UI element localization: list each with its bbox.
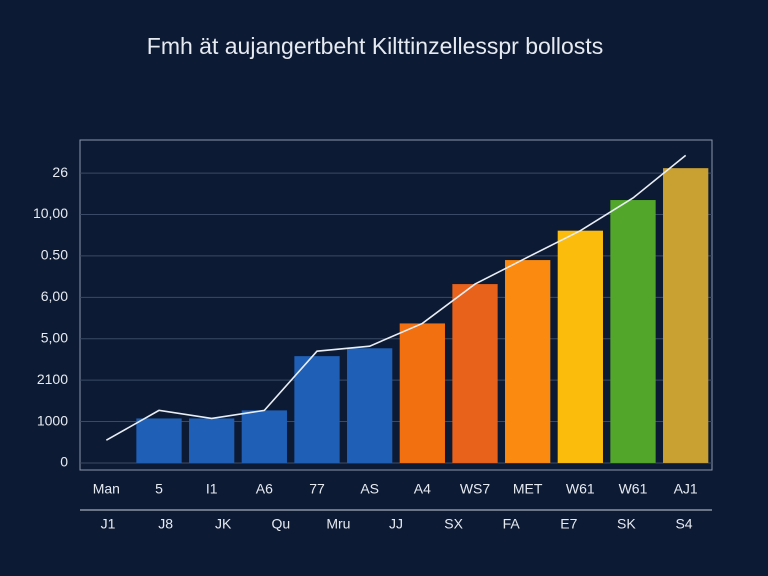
bar (189, 418, 235, 463)
y-tick-label: 6,00 (41, 288, 68, 304)
x-tick-label: WS7 (460, 481, 491, 497)
y-tick-label: 1000 (37, 412, 68, 428)
y-tick-label: 10,00 (33, 205, 68, 221)
x-secondary-label: J1 (101, 516, 116, 532)
x-tick-label: 77 (309, 481, 325, 497)
x-tick-label: W61 (566, 481, 595, 497)
bar (557, 230, 603, 463)
x-secondary-label: Mru (326, 516, 350, 532)
y-tick-label: 0 (60, 454, 68, 470)
bar (399, 323, 445, 463)
x-tick-label: AJ1 (674, 481, 698, 497)
x-secondary-label: Qu (271, 516, 290, 532)
bar (452, 284, 498, 463)
y-tick-label: 0.50 (41, 247, 68, 263)
bar (663, 168, 709, 463)
chart-title: Fmh ät aujangertbeht Kilttinzellesspr bo… (147, 33, 603, 59)
bar (347, 348, 393, 463)
x-secondary-label: J8 (158, 516, 173, 532)
x-tick-label: Man (93, 481, 120, 497)
x-secondary-label: S4 (675, 516, 692, 532)
x-tick-label: W61 (619, 481, 648, 497)
plot-frame (79, 139, 713, 471)
x-tick-label: MET (513, 481, 543, 497)
bar (241, 410, 287, 463)
line (105, 154, 687, 441)
y-tick-label: 5,00 (41, 329, 68, 345)
x-tick-label: 5 (155, 481, 163, 497)
bar (294, 356, 340, 463)
x-secondary-label: FA (503, 516, 521, 532)
x-secondary-label: SK (617, 516, 636, 532)
x-secondary-label: JJ (389, 516, 403, 532)
x-tick-label: AS (360, 481, 379, 497)
x-secondary-label: SX (444, 516, 463, 532)
bar (610, 200, 656, 463)
bar (505, 260, 551, 463)
x-tick-label: I1 (206, 481, 218, 497)
y-tick-label: 2100 (37, 371, 68, 387)
x-secondary-label: JK (215, 516, 232, 532)
x-tick-label: A4 (414, 481, 431, 497)
y-tick-label: 26 (52, 164, 68, 180)
x-tick-label: A6 (256, 481, 273, 497)
bar (136, 418, 182, 463)
x-secondary-label: E7 (560, 516, 577, 532)
